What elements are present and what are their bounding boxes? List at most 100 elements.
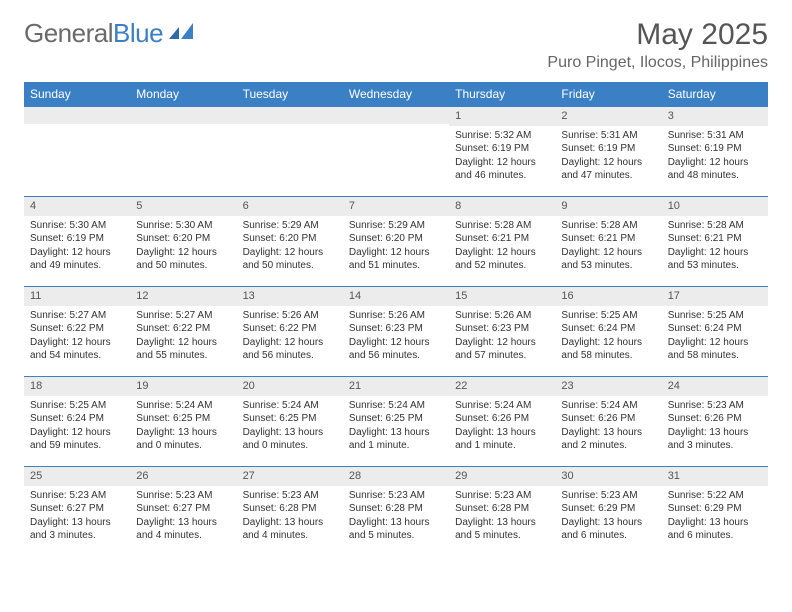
daylight-text: Daylight: 12 hours and 54 minutes. xyxy=(30,336,124,363)
empty-day-bar xyxy=(237,106,343,124)
calendar-day-cell: 3Sunrise: 5:31 AMSunset: 6:19 PMDaylight… xyxy=(662,106,768,196)
sunset-text: Sunset: 6:29 PM xyxy=(668,502,762,516)
sunrise-text: Sunrise: 5:23 AM xyxy=(136,489,230,503)
sunset-text: Sunset: 6:28 PM xyxy=(455,502,549,516)
day-content: Sunrise: 5:23 AMSunset: 6:28 PMDaylight:… xyxy=(449,486,555,547)
sunset-text: Sunset: 6:20 PM xyxy=(349,232,443,246)
day-content: Sunrise: 5:24 AMSunset: 6:25 PMDaylight:… xyxy=(130,396,236,457)
calendar-week-row: 1Sunrise: 5:32 AMSunset: 6:19 PMDaylight… xyxy=(24,106,768,196)
daylight-text: Daylight: 13 hours and 3 minutes. xyxy=(30,516,124,543)
calendar-day-cell: 28Sunrise: 5:23 AMSunset: 6:28 PMDayligh… xyxy=(343,466,449,556)
empty-day-bar xyxy=(343,106,449,124)
day-content: Sunrise: 5:28 AMSunset: 6:21 PMDaylight:… xyxy=(555,216,661,277)
day-number: 29 xyxy=(449,466,555,486)
sunrise-text: Sunrise: 5:24 AM xyxy=(243,399,337,413)
sunset-text: Sunset: 6:21 PM xyxy=(668,232,762,246)
sunset-text: Sunset: 6:26 PM xyxy=(561,412,655,426)
sunrise-text: Sunrise: 5:31 AM xyxy=(668,129,762,143)
calendar-day-cell: 22Sunrise: 5:24 AMSunset: 6:26 PMDayligh… xyxy=(449,376,555,466)
title-block: May 2025 Puro Pinget, Ilocos, Philippine… xyxy=(547,18,768,72)
sunrise-text: Sunrise: 5:27 AM xyxy=(30,309,124,323)
day-number: 9 xyxy=(555,196,661,216)
day-number: 22 xyxy=(449,376,555,396)
location: Puro Pinget, Ilocos, Philippines xyxy=(547,54,768,72)
calendar-day-cell: 7Sunrise: 5:29 AMSunset: 6:20 PMDaylight… xyxy=(343,196,449,286)
calendar-day-cell: 31Sunrise: 5:22 AMSunset: 6:29 PMDayligh… xyxy=(662,466,768,556)
calendar-day-cell: 8Sunrise: 5:28 AMSunset: 6:21 PMDaylight… xyxy=(449,196,555,286)
sunrise-text: Sunrise: 5:30 AM xyxy=(136,219,230,233)
day-number: 19 xyxy=(130,376,236,396)
daylight-text: Daylight: 13 hours and 0 minutes. xyxy=(136,426,230,453)
sunset-text: Sunset: 6:19 PM xyxy=(668,142,762,156)
daylight-text: Daylight: 12 hours and 50 minutes. xyxy=(136,246,230,273)
sunrise-text: Sunrise: 5:27 AM xyxy=(136,309,230,323)
day-content: Sunrise: 5:25 AMSunset: 6:24 PMDaylight:… xyxy=(662,306,768,367)
sunset-text: Sunset: 6:19 PM xyxy=(30,232,124,246)
logo-text-blue: Blue xyxy=(113,18,163,48)
sunrise-text: Sunrise: 5:29 AM xyxy=(243,219,337,233)
day-content: Sunrise: 5:23 AMSunset: 6:27 PMDaylight:… xyxy=(130,486,236,547)
month-title: May 2025 xyxy=(547,18,768,52)
day-header: Wednesday xyxy=(343,82,449,106)
daylight-text: Daylight: 13 hours and 4 minutes. xyxy=(136,516,230,543)
calendar-day-cell: 4Sunrise: 5:30 AMSunset: 6:19 PMDaylight… xyxy=(24,196,130,286)
calendar-day-cell: 16Sunrise: 5:25 AMSunset: 6:24 PMDayligh… xyxy=(555,286,661,376)
sunrise-text: Sunrise: 5:29 AM xyxy=(349,219,443,233)
daylight-text: Daylight: 12 hours and 58 minutes. xyxy=(561,336,655,363)
daylight-text: Daylight: 12 hours and 57 minutes. xyxy=(455,336,549,363)
day-content: Sunrise: 5:22 AMSunset: 6:29 PMDaylight:… xyxy=(662,486,768,547)
day-number: 17 xyxy=(662,286,768,306)
day-number: 30 xyxy=(555,466,661,486)
header: GeneralBlue May 2025 Puro Pinget, Ilocos… xyxy=(24,18,768,72)
sunset-text: Sunset: 6:25 PM xyxy=(349,412,443,426)
day-header: Friday xyxy=(555,82,661,106)
day-number: 21 xyxy=(343,376,449,396)
empty-day-bar xyxy=(130,106,236,124)
sunset-text: Sunset: 6:25 PM xyxy=(136,412,230,426)
sunrise-text: Sunrise: 5:23 AM xyxy=(349,489,443,503)
day-number: 14 xyxy=(343,286,449,306)
daylight-text: Daylight: 13 hours and 1 minute. xyxy=(455,426,549,453)
daylight-text: Daylight: 13 hours and 1 minute. xyxy=(349,426,443,453)
calendar-week-row: 25Sunrise: 5:23 AMSunset: 6:27 PMDayligh… xyxy=(24,466,768,556)
daylight-text: Daylight: 12 hours and 49 minutes. xyxy=(30,246,124,273)
day-number: 15 xyxy=(449,286,555,306)
calendar-day-cell: 1Sunrise: 5:32 AMSunset: 6:19 PMDaylight… xyxy=(449,106,555,196)
sunset-text: Sunset: 6:27 PM xyxy=(136,502,230,516)
calendar-table: Sunday Monday Tuesday Wednesday Thursday… xyxy=(24,82,768,556)
day-content: Sunrise: 5:31 AMSunset: 6:19 PMDaylight:… xyxy=(555,126,661,187)
sunrise-text: Sunrise: 5:26 AM xyxy=(243,309,337,323)
day-content: Sunrise: 5:30 AMSunset: 6:20 PMDaylight:… xyxy=(130,216,236,277)
sunset-text: Sunset: 6:20 PM xyxy=(136,232,230,246)
sunset-text: Sunset: 6:22 PM xyxy=(30,322,124,336)
sunrise-text: Sunrise: 5:28 AM xyxy=(561,219,655,233)
calendar-day-cell: 17Sunrise: 5:25 AMSunset: 6:24 PMDayligh… xyxy=(662,286,768,376)
calendar-day-cell: 26Sunrise: 5:23 AMSunset: 6:27 PMDayligh… xyxy=(130,466,236,556)
day-content: Sunrise: 5:23 AMSunset: 6:29 PMDaylight:… xyxy=(555,486,661,547)
sunset-text: Sunset: 6:23 PM xyxy=(455,322,549,336)
calendar-day-cell: 12Sunrise: 5:27 AMSunset: 6:22 PMDayligh… xyxy=(130,286,236,376)
sunset-text: Sunset: 6:29 PM xyxy=(561,502,655,516)
day-content: Sunrise: 5:27 AMSunset: 6:22 PMDaylight:… xyxy=(24,306,130,367)
empty-day-bar xyxy=(24,106,130,124)
calendar-day-cell xyxy=(237,106,343,196)
sunrise-text: Sunrise: 5:23 AM xyxy=(668,399,762,413)
day-header: Saturday xyxy=(662,82,768,106)
calendar-body: 1Sunrise: 5:32 AMSunset: 6:19 PMDaylight… xyxy=(24,106,768,556)
sunset-text: Sunset: 6:19 PM xyxy=(561,142,655,156)
day-content: Sunrise: 5:23 AMSunset: 6:27 PMDaylight:… xyxy=(24,486,130,547)
calendar-day-cell: 11Sunrise: 5:27 AMSunset: 6:22 PMDayligh… xyxy=(24,286,130,376)
calendar-day-cell: 25Sunrise: 5:23 AMSunset: 6:27 PMDayligh… xyxy=(24,466,130,556)
daylight-text: Daylight: 12 hours and 56 minutes. xyxy=(349,336,443,363)
logo-text-general: General xyxy=(24,18,113,48)
sunset-text: Sunset: 6:24 PM xyxy=(561,322,655,336)
daylight-text: Daylight: 12 hours and 53 minutes. xyxy=(668,246,762,273)
sunset-text: Sunset: 6:26 PM xyxy=(455,412,549,426)
calendar-day-cell: 20Sunrise: 5:24 AMSunset: 6:25 PMDayligh… xyxy=(237,376,343,466)
day-number: 1 xyxy=(449,106,555,126)
daylight-text: Daylight: 12 hours and 58 minutes. xyxy=(668,336,762,363)
day-content: Sunrise: 5:26 AMSunset: 6:23 PMDaylight:… xyxy=(343,306,449,367)
day-content: Sunrise: 5:23 AMSunset: 6:28 PMDaylight:… xyxy=(237,486,343,547)
sunset-text: Sunset: 6:20 PM xyxy=(243,232,337,246)
daylight-text: Daylight: 13 hours and 3 minutes. xyxy=(668,426,762,453)
